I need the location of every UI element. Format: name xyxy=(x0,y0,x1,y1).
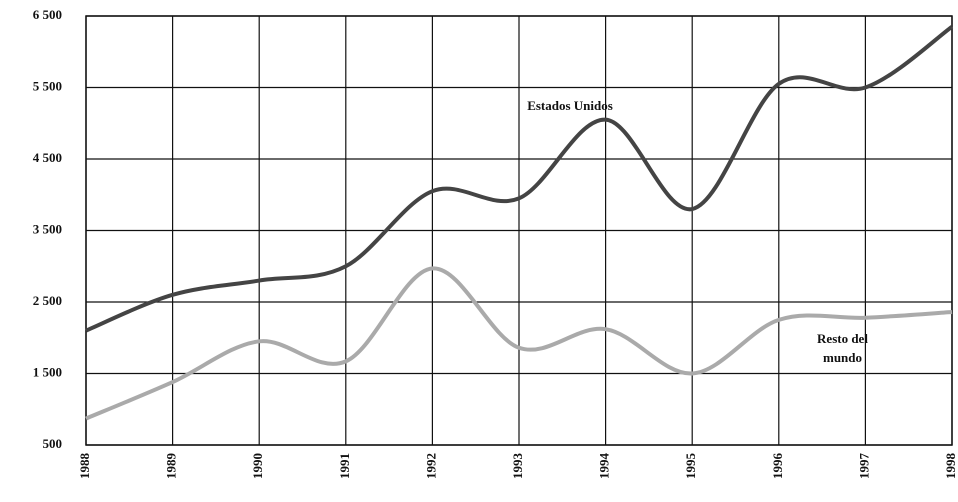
x-tick-label: 1996 xyxy=(770,453,785,480)
y-tick-label: 6 500 xyxy=(33,7,62,22)
plot-border xyxy=(85,15,953,446)
y-tick-label: 2 500 xyxy=(33,293,62,308)
series-line xyxy=(85,266,953,421)
x-tick-label: 1993 xyxy=(510,453,525,480)
series-line xyxy=(85,25,954,333)
series-label: Estados Unidos xyxy=(527,98,613,113)
x-tick-label: 1997 xyxy=(856,453,871,480)
y-tick-label: 500 xyxy=(43,436,63,451)
y-tick-label: 3 500 xyxy=(33,221,62,236)
y-tick-label: 4 500 xyxy=(33,150,62,165)
x-tick-label: 1994 xyxy=(597,453,612,480)
x-tick-label: 1991 xyxy=(337,453,352,479)
y-tick-label: 5 500 xyxy=(33,78,62,93)
x-tick-label: 1992 xyxy=(423,453,438,479)
series-label: Resto del mundo xyxy=(817,331,868,365)
x-tick-label: 1998 xyxy=(943,453,958,480)
x-tick-label: 1988 xyxy=(77,453,92,480)
x-tick-label: 1995 xyxy=(683,453,698,480)
x-tick-label: 1990 xyxy=(250,453,265,479)
x-tick-label: 1989 xyxy=(164,453,179,480)
y-tick-label: 1 500 xyxy=(33,364,62,379)
